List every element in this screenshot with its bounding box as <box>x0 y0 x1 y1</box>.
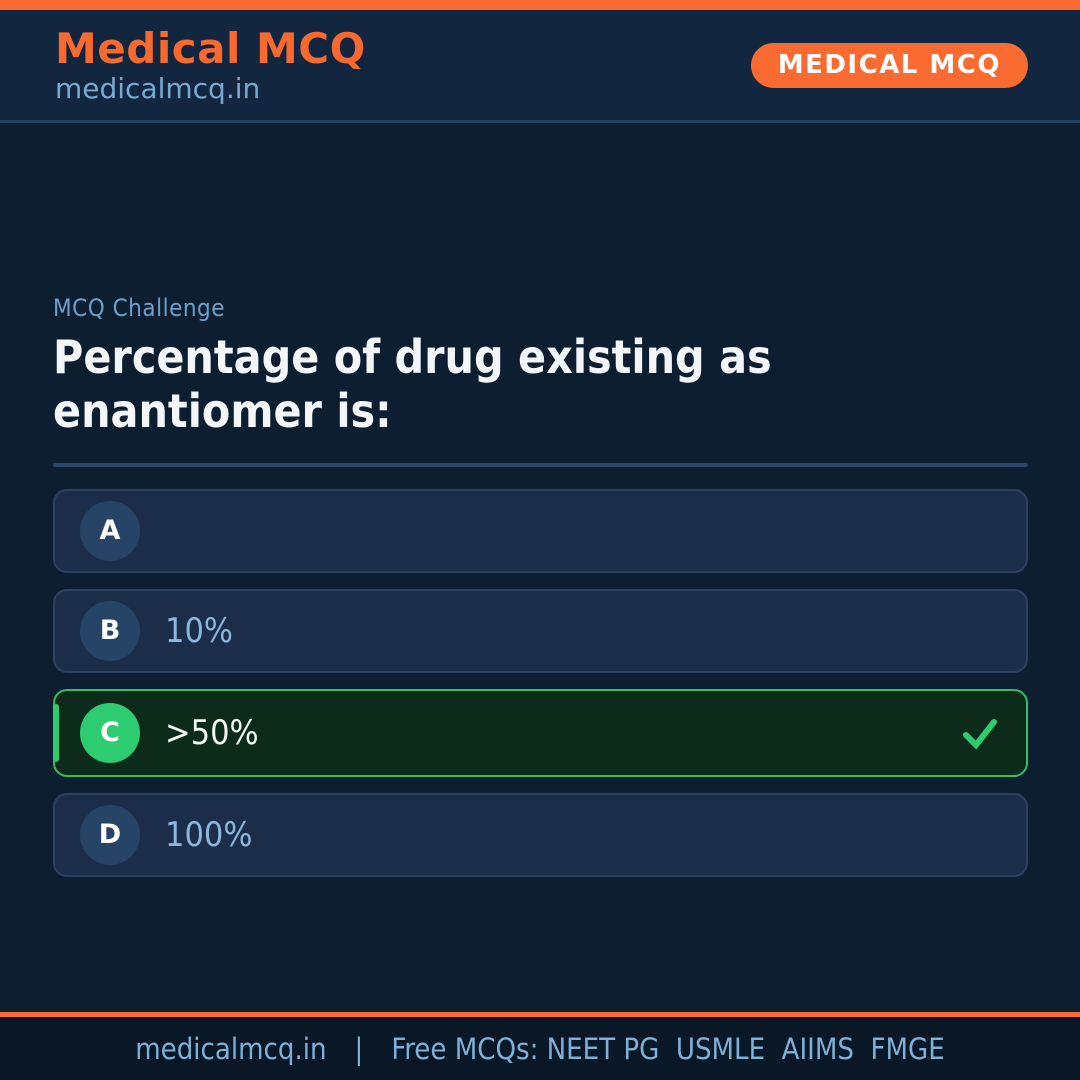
option-c-text: >50% <box>165 712 259 753</box>
question-kicker: MCQ Challenge <box>53 294 226 322</box>
footer: medicalmcq.in | Free MCQs: NEET PG USMLE… <box>0 1012 1080 1080</box>
brand-title: Medical MCQ <box>55 23 366 73</box>
option-d-letter-badge: D <box>80 804 140 865</box>
brand-subtitle: medicalmcq.in <box>55 71 261 105</box>
footer-bar: medicalmcq.in | Free MCQs: NEET PG USMLE… <box>0 1017 1080 1080</box>
footer-tagline: Free MCQs: NEET PG USMLE AIIMS FMGE <box>391 1031 945 1066</box>
option-b-letter-badge: B <box>80 600 140 661</box>
option-b-text: 10% <box>165 610 233 651</box>
option-b[interactable]: B 10% <box>53 588 1028 673</box>
question-section: MCQ Challenge Percentage of drug existin… <box>53 126 1028 877</box>
option-a-letter-badge: A <box>80 500 140 561</box>
option-c-correct[interactable]: C >50% <box>53 688 1028 777</box>
option-c-letter-badge: C <box>80 702 140 763</box>
option-d[interactable]: D 100% <box>53 792 1028 877</box>
brand-badge: MEDICAL MCQ <box>750 42 1028 88</box>
option-a[interactable]: A <box>53 488 1028 573</box>
question-title: Percentage of drug existing as enantiome… <box>53 330 772 439</box>
brand: Medical MCQ medicalmcq.in <box>55 23 366 105</box>
question-divider <box>53 462 1028 467</box>
header: Medical MCQ medicalmcq.in MEDICAL MCQ <box>0 10 1080 123</box>
top-accent-bar <box>0 0 1080 10</box>
footer-separator: | <box>354 1031 364 1066</box>
footer-accent-line <box>0 1012 1080 1017</box>
check-icon <box>963 718 997 750</box>
options-list: A B 10% C >50% D 100% <box>53 488 1028 877</box>
option-d-text: 100% <box>165 814 253 855</box>
footer-site: medicalmcq.in <box>135 1031 327 1066</box>
